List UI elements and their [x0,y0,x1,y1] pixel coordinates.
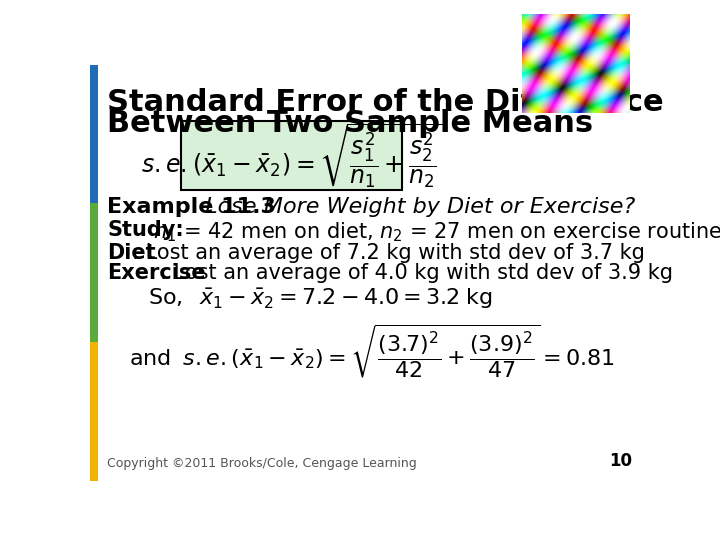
Text: Study:: Study: [107,220,184,240]
Bar [90,342,98,481]
Text: $\mathrm{So,}\;\; \bar{x}_1 - \bar{x}_2 = 7.2 - 4.0 = 3.2 \;\mathrm{kg}$: $\mathrm{So,}\;\; \bar{x}_1 - \bar{x}_2 … [148,287,493,311]
Text: Copyright ©2011 Brooks/Cole, Cengage Learning: Copyright ©2011 Brooks/Cole, Cengage Lea… [107,457,417,470]
Text: $n_1$ = 42 men on diet, $n_2$ = 27 men on exercise routine: $n_1$ = 42 men on diet, $n_2$ = 27 men o… [148,220,720,244]
Text: : Lost an average of 7.2 kg with std dev of 3.7 kg: : Lost an average of 7.2 kg with std dev… [132,244,644,264]
FancyBboxPatch shape [181,121,402,190]
Text: Lose More Weight by Diet or Exercise?: Lose More Weight by Diet or Exercise? [191,197,635,217]
Text: Diet: Diet [107,244,156,264]
Bar [90,204,98,342]
Text: $\mathrm{and}\;\; s.e.(\bar{x}_1 - \bar{x}_2) = \sqrt{\dfrac{(3.7)^2}{42} + \dfr: $\mathrm{and}\;\; s.e.(\bar{x}_1 - \bar{… [129,323,614,380]
Text: 10: 10 [610,452,632,470]
Text: Standard Error of the Difference: Standard Error of the Difference [107,88,664,117]
Text: : Lost an average of 4.0 kg with std dev of 3.9 kg: : Lost an average of 4.0 kg with std dev… [160,264,672,284]
Text: Between Two Sample Means: Between Two Sample Means [107,110,593,138]
Bar [90,65,98,204]
Text: $s.e.(\bar{x}_1 - \bar{x}_2) = \sqrt{\dfrac{s_1^2}{n_1} + \dfrac{s_2^2}{n_2}}$: $s.e.(\bar{x}_1 - \bar{x}_2) = \sqrt{\df… [141,121,442,190]
Text: Example 11.3: Example 11.3 [107,197,276,217]
Text: Exercise: Exercise [107,264,206,284]
